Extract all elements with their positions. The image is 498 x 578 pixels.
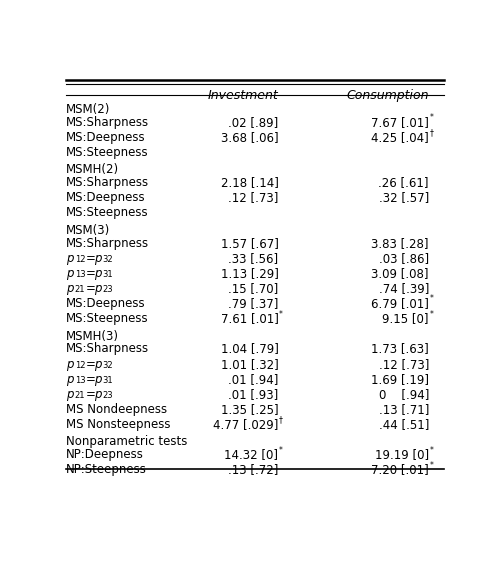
Text: MS:Deepness: MS:Deepness [66, 131, 146, 144]
Text: 31: 31 [103, 376, 113, 385]
Text: .03 [.86]: .03 [.86] [379, 251, 429, 265]
Text: p: p [66, 358, 74, 370]
Text: MSMH(2): MSMH(2) [66, 163, 119, 176]
Text: .33 [.56]: .33 [.56] [228, 251, 278, 265]
Text: MS:Sharpness: MS:Sharpness [66, 342, 149, 355]
Text: .44 [.51]: .44 [.51] [378, 418, 429, 431]
Text: .12 [.73]: .12 [.73] [378, 358, 429, 370]
Text: p: p [66, 282, 74, 295]
Text: MS:Steepness: MS:Steepness [66, 206, 149, 219]
Text: =: = [86, 388, 95, 401]
Text: 4.77 [.029]: 4.77 [.029] [213, 418, 278, 431]
Text: 2.18 [.14]: 2.18 [.14] [221, 176, 278, 189]
Text: =: = [86, 358, 95, 370]
Text: .01 [.94]: .01 [.94] [228, 373, 278, 386]
Text: NP:Deepness: NP:Deepness [66, 449, 144, 461]
Text: =: = [86, 373, 95, 386]
Text: .13 [.72]: .13 [.72] [228, 464, 278, 476]
Text: 7.67 [.01]: 7.67 [.01] [371, 116, 429, 128]
Text: MS:Steepness: MS:Steepness [66, 146, 149, 159]
Text: MS:Deepness: MS:Deepness [66, 297, 146, 310]
Text: .74 [.39]: .74 [.39] [378, 282, 429, 295]
Text: MS:Sharpness: MS:Sharpness [66, 176, 149, 189]
Text: 3.09 [.08]: 3.09 [.08] [372, 267, 429, 280]
Text: MSMH(3): MSMH(3) [66, 329, 119, 343]
Text: .32 [.57]: .32 [.57] [378, 191, 429, 204]
Text: 3.83 [.28]: 3.83 [.28] [372, 236, 429, 250]
Text: p: p [66, 373, 74, 386]
Text: 0    [.94]: 0 [.94] [378, 388, 429, 401]
Text: 14.32 [0]: 14.32 [0] [225, 449, 278, 461]
Text: .12 [.73]: .12 [.73] [228, 191, 278, 204]
Text: 21: 21 [75, 285, 85, 294]
Text: 1.04 [.79]: 1.04 [.79] [221, 342, 278, 355]
Text: p: p [94, 251, 102, 265]
Text: =: = [86, 267, 95, 280]
Text: MS:Steepness: MS:Steepness [66, 312, 149, 325]
Text: 7.61 [.01]: 7.61 [.01] [221, 312, 278, 325]
Text: p: p [94, 388, 102, 401]
Text: =: = [86, 282, 95, 295]
Text: †: † [279, 416, 283, 424]
Text: 1.01 [.32]: 1.01 [.32] [221, 358, 278, 370]
Text: 1.73 [.63]: 1.73 [.63] [371, 342, 429, 355]
Text: 12: 12 [75, 361, 85, 370]
Text: *: * [279, 446, 283, 455]
Text: MS:Sharpness: MS:Sharpness [66, 236, 149, 250]
Text: .02 [.89]: .02 [.89] [228, 116, 278, 128]
Text: .79 [.37]: .79 [.37] [228, 297, 278, 310]
Text: 3.68 [.06]: 3.68 [.06] [221, 131, 278, 144]
Text: 31: 31 [103, 270, 113, 279]
Text: MS:Sharpness: MS:Sharpness [66, 116, 149, 128]
Text: =: = [86, 251, 95, 265]
Text: 19.19 [0]: 19.19 [0] [375, 449, 429, 461]
Text: *: * [430, 310, 434, 318]
Text: MS Nonsteepness: MS Nonsteepness [66, 418, 171, 431]
Text: .26 [.61]: .26 [.61] [378, 176, 429, 189]
Text: 1.69 [.19]: 1.69 [.19] [371, 373, 429, 386]
Text: *: * [430, 461, 434, 470]
Text: .15 [.70]: .15 [.70] [228, 282, 278, 295]
Text: 1.57 [.67]: 1.57 [.67] [221, 236, 278, 250]
Text: 12: 12 [75, 255, 85, 264]
Text: Nonparametric tests: Nonparametric tests [66, 435, 187, 449]
Text: *: * [430, 294, 434, 303]
Text: 32: 32 [103, 255, 113, 264]
Text: 4.25 [.04]: 4.25 [.04] [371, 131, 429, 144]
Text: 23: 23 [103, 285, 113, 294]
Text: 23: 23 [103, 391, 113, 400]
Text: MS Nondeepness: MS Nondeepness [66, 403, 167, 416]
Text: NP:Steepness: NP:Steepness [66, 464, 147, 476]
Text: .13 [.71]: .13 [.71] [378, 403, 429, 416]
Text: MSM(3): MSM(3) [66, 224, 111, 237]
Text: †: † [430, 128, 434, 137]
Text: p: p [66, 251, 74, 265]
Text: 7.20 [.01]: 7.20 [.01] [371, 464, 429, 476]
Text: 32: 32 [103, 361, 113, 370]
Text: 21: 21 [75, 391, 85, 400]
Text: 1.13 [.29]: 1.13 [.29] [221, 267, 278, 280]
Text: p: p [94, 282, 102, 295]
Text: p: p [66, 388, 74, 401]
Text: Investment: Investment [208, 90, 278, 102]
Text: .01 [.93]: .01 [.93] [228, 388, 278, 401]
Text: p: p [94, 373, 102, 386]
Text: *: * [430, 113, 434, 122]
Text: 9.15 [0]: 9.15 [0] [382, 312, 429, 325]
Text: *: * [430, 446, 434, 455]
Text: *: * [279, 310, 283, 318]
Text: 6.79 [.01]: 6.79 [.01] [371, 297, 429, 310]
Text: MSM(2): MSM(2) [66, 103, 111, 116]
Text: MS:Deepness: MS:Deepness [66, 191, 146, 204]
Text: 13: 13 [75, 376, 85, 385]
Text: p: p [94, 267, 102, 280]
Text: 1.35 [.25]: 1.35 [.25] [221, 403, 278, 416]
Text: 13: 13 [75, 270, 85, 279]
Text: p: p [66, 267, 74, 280]
Text: p: p [94, 358, 102, 370]
Text: Consumption: Consumption [347, 90, 429, 102]
